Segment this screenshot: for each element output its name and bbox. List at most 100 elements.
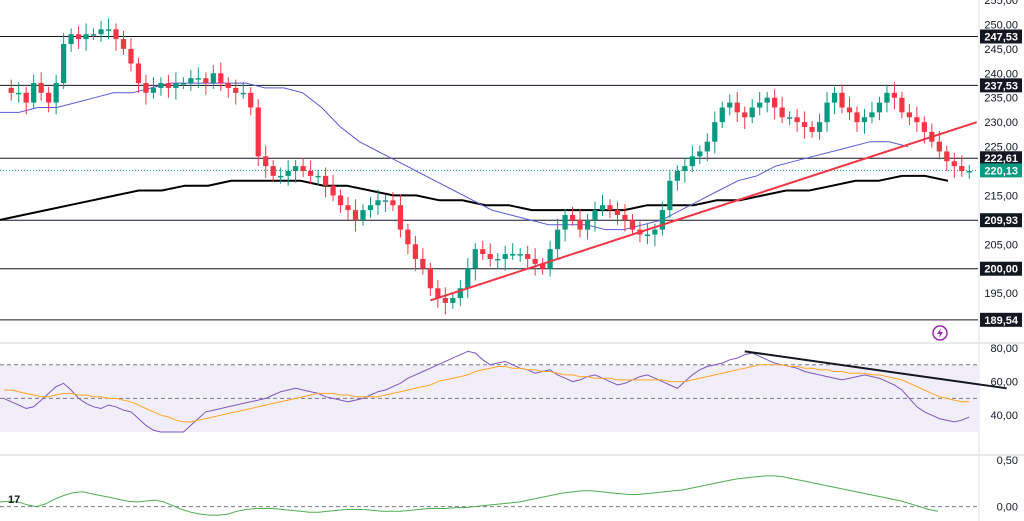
candle (846, 107, 853, 113)
candle (465, 268, 471, 289)
candle (674, 171, 680, 181)
candle (614, 210, 621, 215)
candle (120, 39, 127, 49)
candle (794, 117, 800, 123)
candle (113, 29, 119, 40)
rsi-band (0, 364, 978, 432)
level-tag-label: 209,93 (984, 215, 1018, 227)
candle (375, 200, 381, 206)
candle (31, 83, 37, 103)
candle (53, 83, 59, 103)
candle (809, 127, 815, 132)
candle (869, 112, 875, 118)
candle (195, 78, 201, 80)
candle (569, 214, 576, 220)
candle (128, 48, 134, 64)
candle (495, 258, 501, 261)
candle (420, 258, 426, 269)
candle (727, 102, 733, 108)
oscillator-tick-label: 0,50 (997, 455, 1018, 467)
candle (824, 102, 830, 123)
candle (547, 249, 553, 269)
rsi-panel (0, 350, 1007, 433)
candle (734, 102, 740, 113)
candle (457, 288, 463, 299)
candle (839, 92, 845, 108)
candle (914, 117, 920, 123)
candle (592, 210, 598, 220)
candle (599, 205, 606, 211)
last-price-tag-label: 220,13 (984, 165, 1018, 177)
candle (487, 254, 493, 259)
candle (532, 258, 538, 264)
candle (352, 210, 359, 220)
candle (322, 175, 329, 186)
level-tag-label: 200,00 (984, 264, 1018, 276)
candle (472, 249, 478, 269)
candle (712, 122, 718, 142)
candle (8, 87, 14, 93)
candle (450, 298, 456, 303)
rsi-divergence-line (744, 350, 1007, 390)
candle (442, 298, 448, 303)
candle (75, 34, 82, 40)
oscillator-tick-label: 0,00 (997, 502, 1018, 514)
lightning-alert-icon[interactable] (932, 325, 948, 341)
candle (644, 234, 651, 237)
candle (622, 214, 628, 220)
candle (248, 92, 254, 108)
rsi-line (3, 350, 970, 433)
price-tick-label: 240,00 (984, 68, 1018, 80)
candle (105, 29, 112, 31)
candle (390, 200, 396, 206)
candle (951, 161, 957, 167)
candle (23, 92, 29, 103)
candle (944, 151, 950, 162)
candle (697, 151, 703, 157)
candle (315, 175, 321, 178)
candle (270, 166, 276, 176)
level-tag (980, 213, 1022, 228)
price-tick-label: 205,00 (984, 239, 1018, 251)
candle (921, 122, 927, 132)
candle (300, 166, 306, 171)
level-tag (980, 78, 1022, 93)
rsi-signal-line (3, 364, 970, 423)
price-tick-label: 255,00 (984, 0, 1018, 7)
candle (293, 166, 299, 171)
candle (345, 205, 351, 211)
candle (263, 156, 269, 167)
lightning-glyph (937, 328, 943, 338)
candle (173, 83, 179, 88)
candle (397, 205, 404, 230)
candle (787, 117, 793, 119)
candle (906, 112, 913, 118)
candle (936, 141, 942, 152)
candle (68, 34, 74, 44)
candle (150, 87, 157, 93)
candle (719, 107, 725, 123)
rsi-tick-label: 80,00 (990, 343, 1018, 355)
candle (255, 107, 261, 157)
candle (38, 83, 44, 93)
candle (779, 107, 785, 118)
price-axis: 255,00 250,00 245,00 240,00 235,00 230,00 225,… (980, 0, 1022, 514)
candle (607, 205, 613, 211)
candle (861, 117, 868, 123)
candle (46, 92, 52, 103)
candle (682, 166, 688, 171)
candle (704, 141, 710, 152)
candle (480, 249, 486, 255)
candle (854, 112, 860, 123)
candle (337, 195, 344, 206)
moving-average-short-line (0, 82, 909, 231)
candle (143, 83, 149, 93)
candle (188, 78, 194, 84)
candle (165, 83, 172, 88)
candle (210, 73, 216, 84)
candle (652, 229, 658, 235)
candle (240, 92, 246, 95)
candle (427, 268, 433, 289)
price-tick-label: 235,00 (984, 93, 1018, 105)
